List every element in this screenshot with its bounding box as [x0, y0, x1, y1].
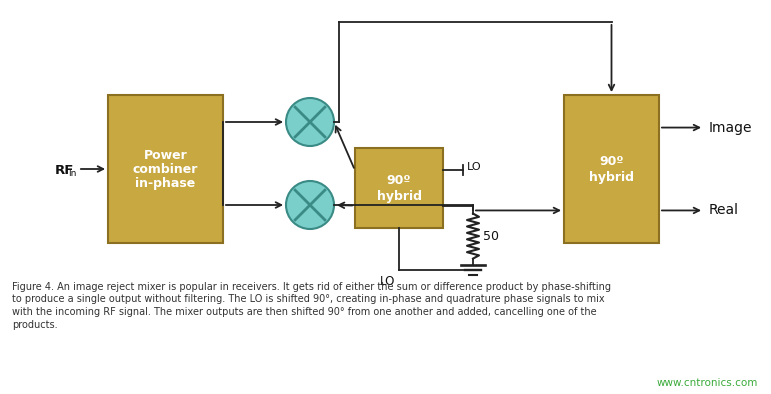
Text: 50: 50	[483, 230, 499, 243]
Text: Figure 4. An image reject mixer is popular in receivers. It gets rid of either t: Figure 4. An image reject mixer is popul…	[12, 282, 611, 292]
Text: in-phase: in-phase	[136, 177, 196, 190]
Bar	[108, 95, 223, 243]
Circle shape	[286, 98, 334, 146]
Text: hybrid: hybrid	[376, 190, 422, 203]
Text: LO: LO	[379, 275, 395, 288]
Text: Real: Real	[709, 203, 739, 217]
Text: hybrid: hybrid	[589, 171, 634, 184]
Text: products.: products.	[12, 320, 58, 329]
Text: www.cntronics.com: www.cntronics.com	[657, 378, 758, 388]
Circle shape	[286, 181, 334, 229]
Text: combiner: combiner	[133, 162, 198, 175]
Text: with the incoming RF signal. The mixer outputs are then shifted 90° from one ano: with the incoming RF signal. The mixer o…	[12, 307, 597, 317]
Text: RF: RF	[55, 164, 74, 177]
Text: 90º: 90º	[387, 173, 411, 186]
Bar	[564, 95, 659, 243]
Text: In: In	[68, 169, 76, 178]
Text: 90º: 90º	[599, 154, 624, 167]
Text: LO: LO	[467, 162, 482, 173]
Text: Image: Image	[709, 121, 752, 135]
Bar	[355, 148, 443, 228]
Text: Power: Power	[143, 149, 187, 162]
Text: to produce a single output without filtering. The LO is shifted 90°, creating in: to produce a single output without filte…	[12, 294, 604, 305]
